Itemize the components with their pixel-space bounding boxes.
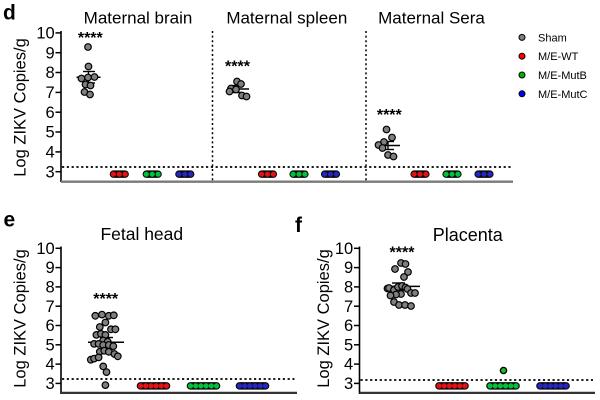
svg-text:****: **** [78,30,104,47]
svg-text:****: **** [377,107,403,124]
svg-text:9: 9 [344,259,353,277]
svg-text:6: 6 [344,317,353,335]
svg-text:Log ZIKV Copies/g: Log ZIKV Copies/g [315,249,333,388]
svg-text:8: 8 [46,279,55,297]
svg-text:****: **** [93,291,119,308]
svg-text:M/E-MutB: M/E-MutB [538,70,587,82]
svg-text:4: 4 [46,144,55,162]
svg-text:6: 6 [46,317,55,335]
svg-text:10: 10 [36,25,54,43]
svg-text:9: 9 [46,44,55,62]
svg-text:5: 5 [46,124,55,142]
svg-text:5: 5 [46,336,55,354]
svg-text:Maternal spleen: Maternal spleen [226,9,347,28]
svg-text:4: 4 [46,356,55,374]
svg-text:3: 3 [46,375,55,393]
svg-text:M/E-WT: M/E-WT [538,51,579,63]
svg-text:3: 3 [46,163,55,181]
svg-text:4: 4 [344,356,353,374]
svg-text:M/E-MutC: M/E-MutC [538,89,588,101]
svg-text:5: 5 [344,336,353,354]
svg-text:d: d [3,2,16,25]
svg-text:****: **** [390,245,416,262]
svg-text:9: 9 [46,259,55,277]
svg-text:f: f [295,214,303,237]
svg-text:e: e [4,209,16,232]
svg-text:Maternal Sera: Maternal Sera [378,9,485,28]
svg-text:3: 3 [344,375,353,393]
svg-text:Log ZIKV Copies/g: Log ZIKV Copies/g [12,249,30,388]
svg-text:Fetal head: Fetal head [100,224,183,244]
svg-text:7: 7 [46,84,55,102]
svg-text:10: 10 [36,240,54,258]
svg-text:Log ZIKV Copies/g: Log ZIKV Copies/g [12,38,30,177]
svg-text:****: **** [225,58,251,75]
svg-text:7: 7 [46,298,55,316]
svg-text:8: 8 [344,279,353,297]
svg-text:10: 10 [335,240,353,258]
svg-text:Sham: Sham [538,32,567,44]
svg-text:Placenta: Placenta [433,225,504,245]
svg-text:7: 7 [344,298,353,316]
svg-text:8: 8 [46,64,55,82]
svg-text:6: 6 [46,104,55,122]
svg-text:Maternal brain: Maternal brain [84,9,193,28]
